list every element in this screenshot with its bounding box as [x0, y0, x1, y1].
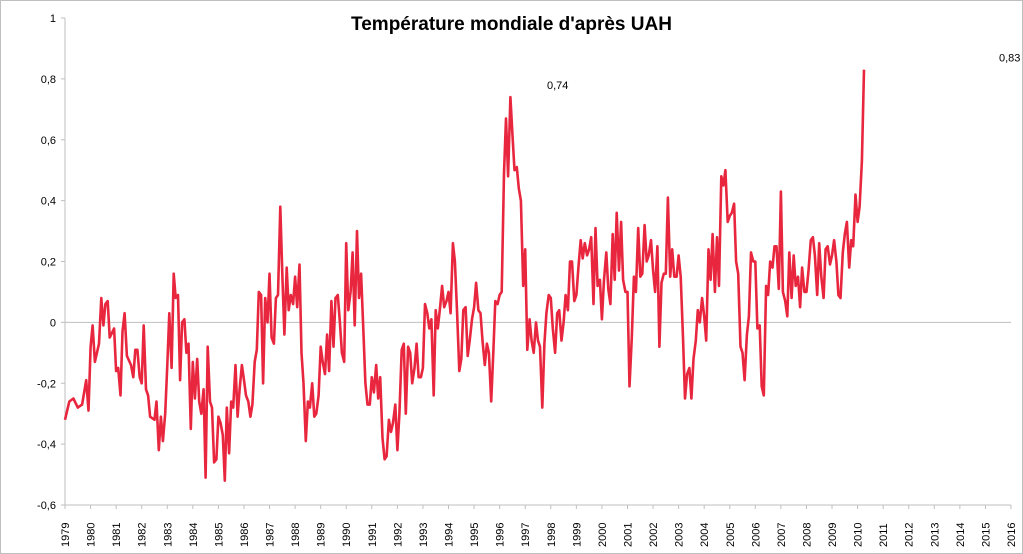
x-tick-label: 2006 — [750, 523, 762, 547]
x-tick-label: 1997 — [520, 523, 532, 547]
x-tick-label: 1986 — [239, 523, 251, 547]
x-tick-label: 1980 — [86, 523, 98, 547]
x-tick-label: 2007 — [776, 523, 788, 547]
y-tick-label: 0 — [50, 317, 56, 329]
x-tick-label: 1979 — [60, 523, 72, 547]
x-tick-label: 2016 — [1006, 523, 1018, 547]
x-tick-label: 1981 — [111, 523, 123, 547]
x-tick-label: 2001 — [622, 523, 634, 547]
x-tick-label: 2009 — [827, 523, 839, 547]
y-tick-label: 0,2 — [41, 257, 56, 269]
x-tick-label: 1993 — [418, 523, 430, 547]
x-tick-label: 1984 — [188, 523, 200, 547]
x-tick-label: 1987 — [265, 523, 277, 547]
annotations: 0,74 0,83 — [547, 53, 1020, 92]
y-tick-label: -0,4 — [37, 439, 56, 451]
peak-annotation-label: 0,74 — [547, 80, 568, 92]
x-tick-label: 2003 — [674, 523, 686, 547]
y-tick-label: 0,4 — [41, 196, 56, 208]
x-tick-label: 2004 — [699, 523, 711, 547]
x-tick-label: 2011 — [878, 523, 890, 547]
x-tick-label: 2013 — [929, 523, 941, 547]
x-tick-label: 1983 — [162, 523, 174, 547]
x-tick-label: 2008 — [801, 523, 813, 547]
x-tick-label: 1998 — [546, 523, 558, 547]
x-tick-label: 1992 — [392, 523, 404, 547]
x-tick-label: 1990 — [341, 523, 353, 547]
x-tick-label: 2015 — [980, 523, 992, 547]
y-tick-label: -0,6 — [37, 500, 56, 512]
x-tick-label: 2005 — [725, 523, 737, 547]
x-tick-label: 2010 — [853, 523, 865, 547]
x-tick-label: 2012 — [904, 523, 916, 547]
x-tick-label: 1995 — [469, 523, 481, 547]
temperature-series-line — [63, 69, 866, 483]
x-tick-label: 1985 — [213, 523, 225, 547]
x-tick-label: 1996 — [495, 523, 507, 547]
chart-title: Température mondiale d'après UAH — [351, 14, 672, 35]
x-tick-label: 2002 — [648, 523, 660, 547]
y-tick-label: 0,8 — [41, 74, 56, 86]
peak-annotation-label: 0,83 — [999, 53, 1020, 65]
y-tick-label: 1 — [50, 13, 56, 25]
x-tick-label: 2014 — [955, 523, 967, 547]
y-axis: 1 0,8 0,6 0,4 0,2 0 -0,2 -0,4 -0,6 — [37, 13, 66, 512]
x-tick-label: 1999 — [571, 523, 583, 547]
x-tick-label: 2000 — [597, 523, 609, 547]
x-tick-label: 1989 — [316, 523, 328, 547]
y-tick-label: 0,6 — [41, 135, 56, 147]
x-tick-label: 1994 — [444, 523, 456, 547]
x-tick-label: 1988 — [290, 523, 302, 547]
y-tick-label: -0,2 — [37, 378, 56, 390]
x-tick-label: 1982 — [137, 523, 149, 547]
x-tick-label: 1991 — [367, 523, 379, 547]
x-axis: 1979 1980 1981 1982 1983 1984 1985 1986 1987 1988… — [60, 504, 1018, 547]
